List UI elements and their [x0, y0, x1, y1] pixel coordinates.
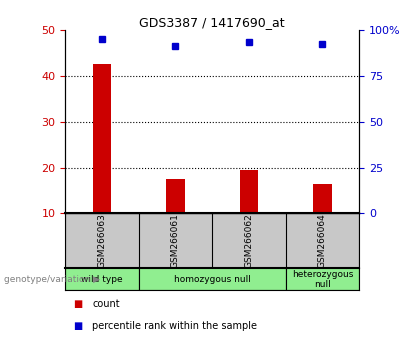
- Title: GDS3387 / 1417690_at: GDS3387 / 1417690_at: [139, 16, 285, 29]
- Bar: [65, 268, 139, 290]
- Bar: [240, 170, 258, 213]
- Bar: [286, 268, 359, 290]
- Text: percentile rank within the sample: percentile rank within the sample: [92, 321, 257, 331]
- Text: ■: ■: [74, 299, 83, 309]
- Text: GSM266064: GSM266064: [318, 213, 327, 268]
- Text: GSM266061: GSM266061: [171, 213, 180, 268]
- Text: heterozygous
null: heterozygous null: [291, 270, 353, 289]
- Bar: [166, 179, 184, 213]
- Text: homozygous null: homozygous null: [173, 275, 251, 284]
- Text: genotype/variation ▶: genotype/variation ▶: [4, 275, 100, 284]
- Text: count: count: [92, 299, 120, 309]
- Text: wild type: wild type: [81, 275, 123, 284]
- Text: ■: ■: [74, 321, 83, 331]
- Bar: [93, 64, 111, 213]
- Text: GSM266063: GSM266063: [97, 213, 106, 268]
- Bar: [139, 268, 286, 290]
- Bar: [313, 183, 331, 213]
- Text: GSM266062: GSM266062: [244, 213, 253, 268]
